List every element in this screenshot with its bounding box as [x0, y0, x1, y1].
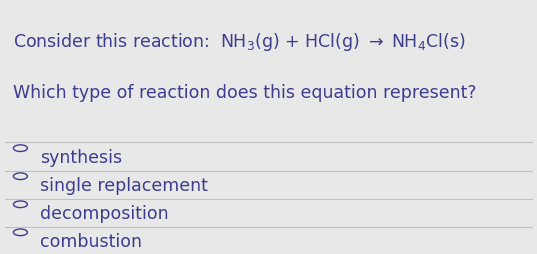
Text: decomposition: decomposition	[40, 204, 169, 223]
Text: single replacement: single replacement	[40, 177, 208, 195]
Text: Which type of reaction does this equation represent?: Which type of reaction does this equatio…	[13, 84, 477, 102]
Text: Consider this reaction:  NH$_3$(g) + HCl(g) $\rightarrow$ NH$_4$Cl(s): Consider this reaction: NH$_3$(g) + HCl(…	[13, 30, 466, 52]
Text: synthesis: synthesis	[40, 149, 122, 167]
Text: combustion: combustion	[40, 232, 142, 250]
